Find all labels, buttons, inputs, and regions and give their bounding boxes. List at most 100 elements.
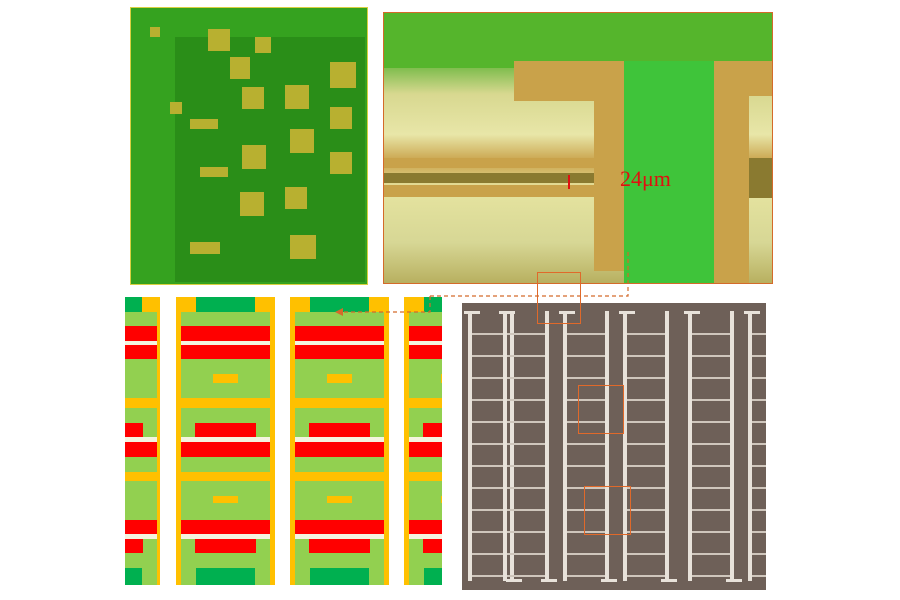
diagram-layer bbox=[295, 345, 384, 359]
sem-trace bbox=[506, 579, 522, 582]
sem-trace bbox=[563, 311, 567, 581]
sem-trace bbox=[692, 399, 730, 401]
sem-trace bbox=[468, 311, 472, 581]
sem-trace bbox=[510, 311, 514, 581]
diagram-layer bbox=[327, 374, 352, 383]
sem-trace bbox=[472, 399, 510, 401]
diagram-layer bbox=[310, 297, 369, 312]
highlight-box bbox=[584, 486, 631, 535]
diagram-layer bbox=[409, 341, 442, 345]
sem-trace bbox=[692, 355, 730, 357]
sem-trace bbox=[627, 333, 665, 335]
sem-trace bbox=[752, 333, 766, 335]
sem-trace bbox=[472, 553, 510, 555]
sem-trace bbox=[499, 311, 515, 314]
sem-trace bbox=[567, 333, 605, 335]
sem-trace bbox=[692, 443, 730, 445]
diagram-layer bbox=[125, 472, 157, 481]
sem-trace bbox=[692, 553, 730, 555]
cross-section-micrograph bbox=[383, 12, 773, 284]
diagram-column bbox=[176, 297, 275, 585]
sem-trace bbox=[472, 333, 510, 335]
diagram-layer bbox=[295, 341, 384, 345]
sem-trace bbox=[627, 575, 665, 577]
sem-trace bbox=[567, 575, 605, 577]
highlight-box bbox=[578, 385, 624, 434]
sem-trace bbox=[567, 553, 605, 555]
diagram-layer bbox=[424, 297, 442, 312]
diagram-layer bbox=[295, 442, 384, 457]
diagram-layer bbox=[125, 442, 157, 457]
diagram-layer bbox=[125, 423, 143, 437]
sem-trace bbox=[692, 487, 730, 489]
sem-trace bbox=[472, 443, 510, 445]
diagram-layer bbox=[409, 520, 442, 534]
sem-trace bbox=[752, 355, 766, 357]
diagram-layer bbox=[213, 374, 238, 383]
diagram-layer bbox=[423, 539, 442, 553]
diagram-layer bbox=[195, 539, 256, 553]
diagram-layer bbox=[309, 539, 370, 553]
sem-trace bbox=[623, 311, 627, 581]
diagram-layer bbox=[441, 496, 442, 503]
diagram-layer bbox=[424, 568, 442, 585]
sem-trace bbox=[752, 553, 766, 555]
sem-trace bbox=[472, 421, 510, 423]
diagram-column-partial-left bbox=[125, 297, 160, 585]
diagram-column bbox=[404, 297, 442, 585]
diagram-layer bbox=[181, 341, 270, 345]
sem-trace bbox=[507, 443, 545, 445]
sem-trace bbox=[752, 465, 766, 467]
diagram-layer bbox=[423, 423, 442, 437]
sem-trace bbox=[601, 579, 617, 582]
sem-trace bbox=[567, 509, 605, 511]
diagram-layer bbox=[125, 398, 157, 408]
diagram-layer bbox=[181, 442, 270, 457]
diagram-layer bbox=[125, 534, 157, 539]
sem-trace bbox=[472, 377, 510, 379]
sem-trace bbox=[507, 399, 545, 401]
sem-trace bbox=[692, 509, 730, 511]
diagram-layer bbox=[295, 326, 384, 341]
diagram-layer bbox=[181, 326, 270, 341]
sem-trace bbox=[692, 531, 730, 533]
sem-trace bbox=[567, 355, 605, 357]
sem-trace bbox=[627, 509, 665, 511]
diagram-layer bbox=[181, 472, 270, 481]
diagram-layer bbox=[125, 297, 142, 312]
sem-trace bbox=[605, 311, 609, 581]
sem-trace bbox=[627, 399, 665, 401]
sem-trace bbox=[692, 377, 730, 379]
diagram-layer bbox=[181, 520, 270, 534]
sem-trace bbox=[507, 465, 545, 467]
sem-trace bbox=[627, 377, 665, 379]
diagram-layer bbox=[125, 568, 142, 585]
sem-trace-graphic bbox=[464, 311, 766, 582]
diagram-layer bbox=[125, 520, 157, 534]
diagram-layer bbox=[409, 398, 442, 408]
sem-trace bbox=[507, 553, 545, 555]
sem-trace bbox=[567, 399, 605, 401]
sem-trace bbox=[730, 311, 734, 581]
diagram-column bbox=[125, 297, 160, 585]
pcb-board-graphic bbox=[130, 7, 368, 285]
diagram-layer bbox=[409, 326, 442, 341]
zoom-region-box bbox=[537, 272, 581, 324]
diagram-layer bbox=[310, 568, 369, 585]
sem-trace bbox=[752, 399, 766, 401]
diagram-layer bbox=[409, 345, 442, 359]
sem-trace bbox=[688, 311, 692, 581]
sem-trace bbox=[627, 531, 665, 533]
diagram-layer bbox=[195, 423, 256, 437]
diagram-layer bbox=[295, 534, 384, 539]
sem-trace bbox=[507, 509, 545, 511]
sem-trace bbox=[627, 465, 665, 467]
sem-trace bbox=[472, 531, 510, 533]
sem-trace bbox=[507, 355, 545, 357]
diagram-layer bbox=[409, 437, 442, 442]
sem-trace bbox=[567, 421, 605, 423]
diagram-layer bbox=[409, 534, 442, 539]
diagram-layer bbox=[309, 423, 370, 437]
sem-trace bbox=[464, 311, 480, 314]
sem-trace bbox=[661, 579, 677, 582]
